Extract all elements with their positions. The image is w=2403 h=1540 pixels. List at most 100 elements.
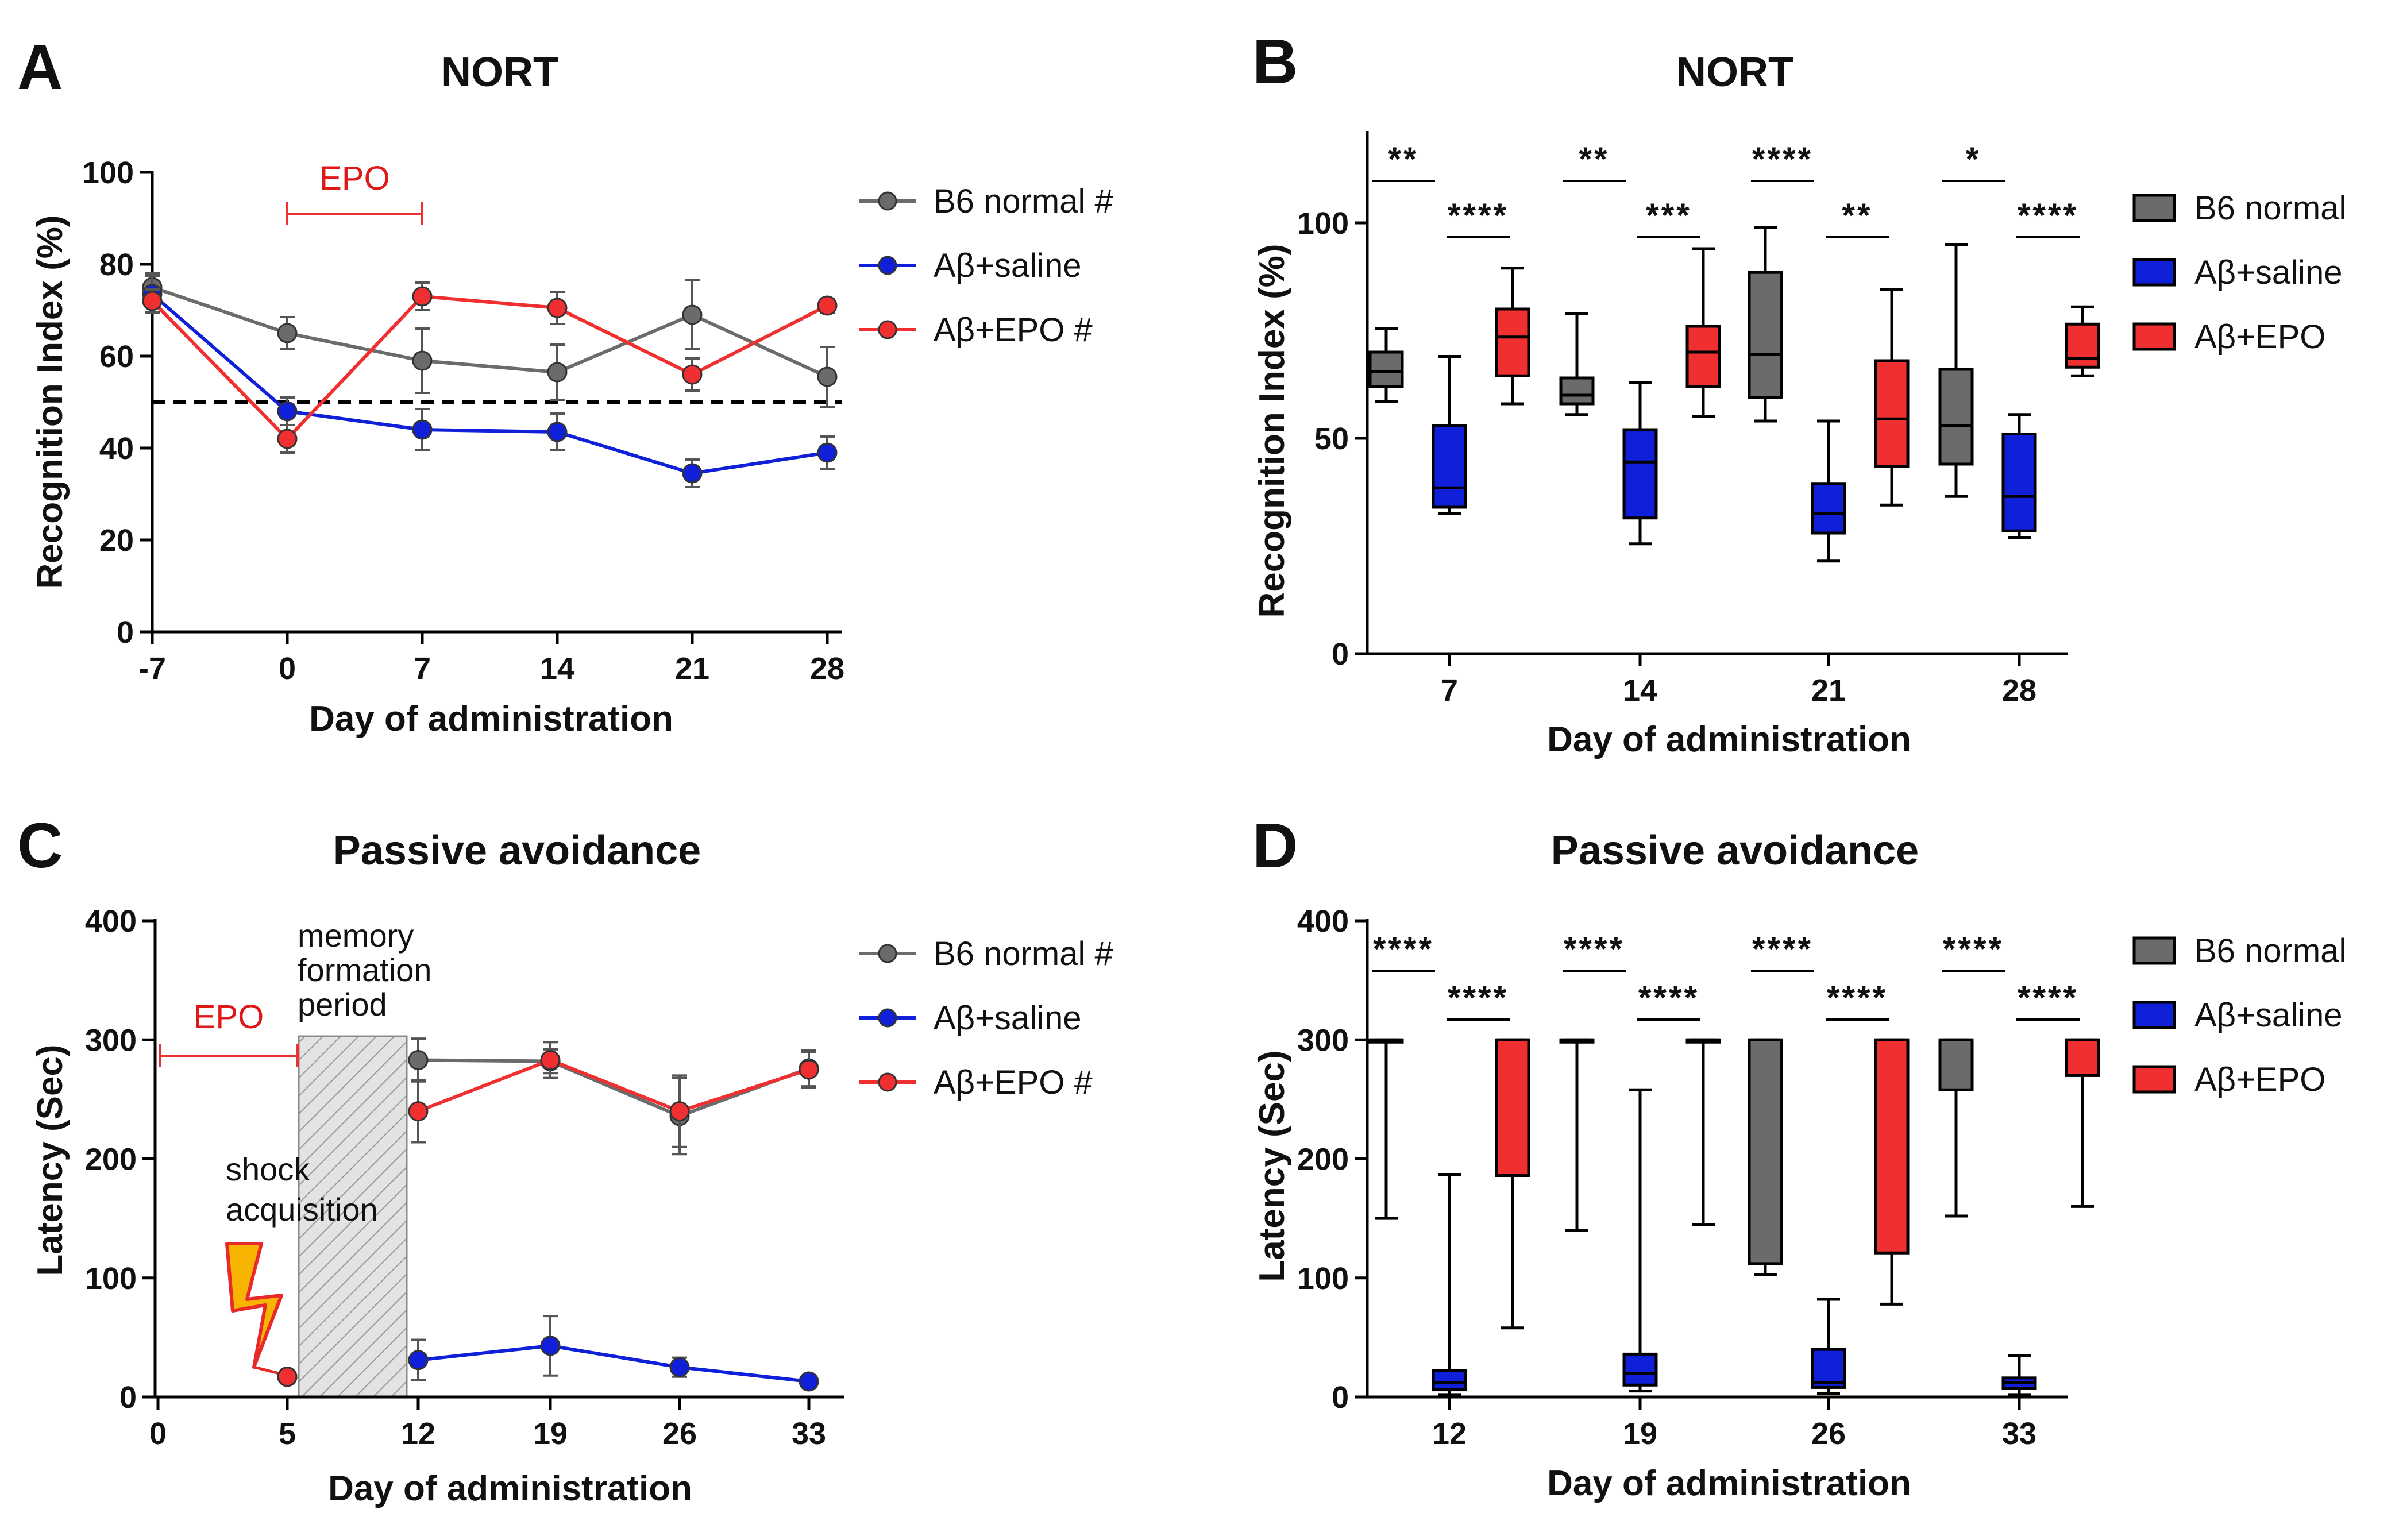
data-point-normal	[412, 350, 433, 371]
x-tick-label: 21	[1811, 673, 1846, 708]
y-tick-label: 400	[85, 904, 137, 939]
legend-label: Aβ+EPO	[2194, 1061, 2325, 1098]
significance-label: ***	[1646, 197, 1692, 234]
box-normal	[1938, 1038, 1974, 1091]
significance-label: ****	[1373, 931, 1434, 968]
legend-label: Aβ+EPO #	[934, 311, 1093, 349]
memory-formation-label: period	[298, 986, 387, 1022]
panel-letter-a: A	[17, 32, 63, 103]
data-point-saline	[547, 422, 568, 442]
box-saline	[1811, 1348, 1846, 1389]
box-epo	[2065, 1038, 2100, 1077]
y-tick-label: 0	[1332, 1380, 1349, 1415]
chart-panel-c: 0 100 200 300 400 0 5 12 19 26 33 Day of administra…	[30, 904, 1113, 1508]
significance-label: **	[1842, 197, 1872, 234]
significance-label: **	[1388, 141, 1418, 178]
y-tick-label: 400	[1297, 904, 1349, 939]
box-epo	[1874, 1038, 1910, 1255]
series-line-epo	[151, 294, 828, 442]
box-saline	[2001, 433, 2037, 532]
data-point-epo	[682, 364, 703, 385]
chart-panel-d: 0 100 200 300 400 Day of administration Latenc…	[1252, 904, 2346, 1503]
box-saline	[1622, 1352, 1658, 1387]
epo-label: EPO	[319, 160, 390, 197]
x-tick-label: 28	[810, 651, 844, 686]
memory-formation-label: memory	[298, 917, 414, 954]
data-point-saline	[408, 1350, 429, 1371]
box-epo	[1495, 1038, 1530, 1178]
data-point-normal	[547, 362, 568, 383]
box-normal	[1368, 350, 1404, 388]
series-line-saline	[418, 1344, 809, 1384]
data-point-normal	[277, 323, 298, 343]
legend-marker	[878, 1072, 897, 1092]
y-tick-label: 300	[85, 1023, 137, 1057]
x-tick-label: 19	[533, 1417, 568, 1451]
data-point-epo	[799, 1059, 819, 1080]
legend-marker	[878, 320, 897, 339]
data-point-epo	[277, 1367, 298, 1387]
box-epo	[1685, 325, 1721, 388]
data-point-saline	[817, 442, 838, 463]
y-axis-title: Recognition Index (%)	[1252, 244, 1292, 618]
y-tick-label: 300	[1297, 1023, 1349, 1057]
y-tick-label: 200	[1297, 1143, 1349, 1177]
y-axis-title: Latency (Sec)	[1252, 1050, 1292, 1282]
legend-label: Aβ+saline	[2194, 997, 2342, 1034]
y-tick-label: 100	[1297, 206, 1349, 241]
lightning-bolt-icon	[225, 1242, 283, 1369]
shock-acquisition-label: shock	[226, 1151, 310, 1187]
y-tick-label: 40	[99, 431, 134, 466]
data-point-epo	[408, 1101, 429, 1122]
legend-label: B6 normal	[2194, 932, 2346, 970]
legend-marker	[878, 191, 897, 211]
legend-label: Aβ+EPO #	[934, 1064, 1093, 1101]
epo-label: EPO	[194, 998, 264, 1036]
y-tick-label: 60	[99, 339, 134, 374]
panel-letter-b: B	[1252, 26, 1298, 97]
box-normal	[1748, 271, 1783, 399]
data-point-saline	[682, 463, 703, 484]
data-point-epo	[540, 1049, 561, 1070]
significance-label: ****	[1827, 979, 1888, 1017]
y-axis-title: Recognition Index (%)	[30, 215, 70, 589]
box-epo	[2065, 322, 2100, 369]
data-point-epo	[277, 429, 298, 449]
legend-label: B6 normal #	[934, 935, 1113, 972]
box-saline	[1432, 1369, 1467, 1392]
significance-label: *	[1966, 141, 1981, 178]
panel-letter-d: D	[1252, 810, 1298, 881]
significance-label: ****	[1564, 931, 1625, 968]
x-tick-label: 12	[401, 1417, 435, 1451]
panel-title-a: NORT	[441, 49, 558, 95]
x-tick-label: 0	[279, 651, 296, 686]
significance-label: ****	[1943, 931, 2004, 968]
x-tick-label: 26	[662, 1417, 697, 1451]
y-tick-label: 0	[119, 1380, 137, 1415]
lightning-bolt-icon-tail	[253, 1365, 282, 1376]
legend-marker	[878, 944, 897, 963]
panel-title-d: Passive avoidance	[1551, 828, 1919, 874]
y-tick-label: 80	[99, 248, 134, 282]
memory-formation-band	[298, 1035, 408, 1398]
memory-formation-label: formation	[298, 952, 431, 988]
significance-label: ****	[1448, 979, 1509, 1017]
data-point-saline	[412, 419, 433, 440]
data-point-normal	[408, 1049, 429, 1070]
x-tick-label: 28	[2002, 673, 2036, 708]
y-tick-label: 0	[117, 615, 134, 650]
x-tick-label: 33	[2002, 1417, 2036, 1451]
significance-label: ****	[1638, 979, 1699, 1017]
panel-title-b: NORT	[1676, 49, 1793, 95]
box-epo	[1874, 359, 1910, 468]
legend-swatch	[2132, 258, 2176, 287]
x-axis-title: Day of administration	[309, 699, 673, 739]
x-tick-label: 21	[675, 651, 709, 686]
shock-acquisition-label: acquisition	[226, 1191, 378, 1228]
legend-swatch	[2132, 194, 2176, 222]
significance-label: ****	[1752, 931, 1813, 968]
legend-label: B6 normal #	[934, 183, 1113, 220]
data-point-epo	[142, 291, 163, 311]
box-saline	[1811, 482, 1846, 535]
